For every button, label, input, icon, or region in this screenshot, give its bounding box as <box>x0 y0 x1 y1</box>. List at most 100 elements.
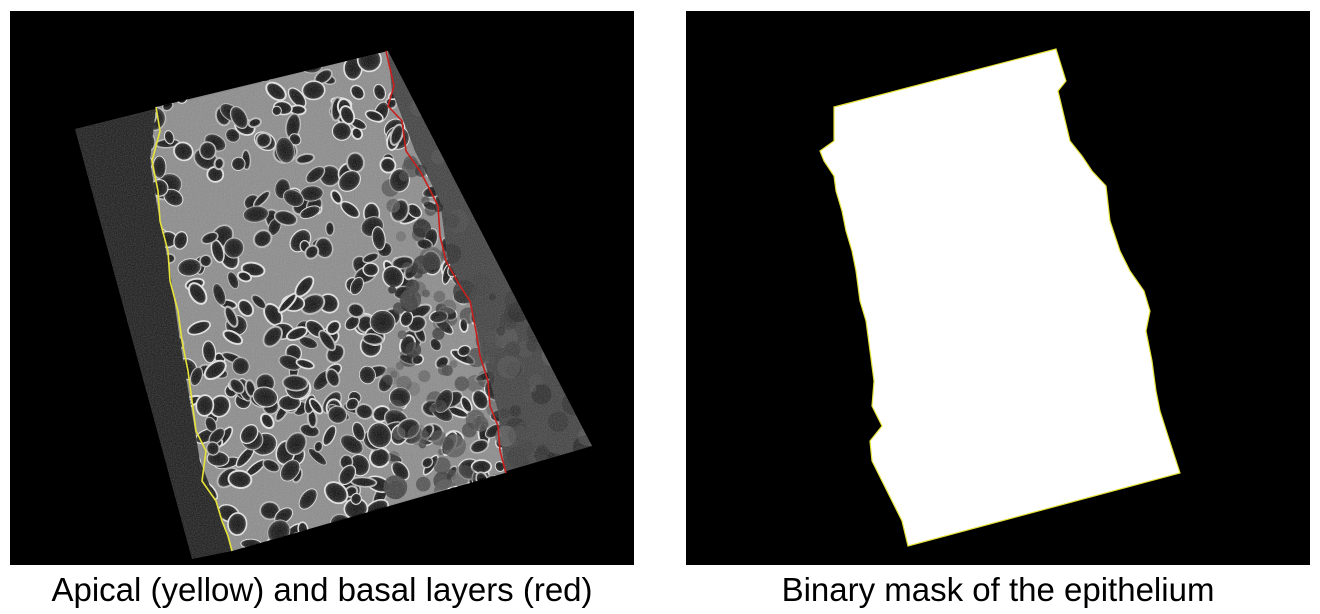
stroma-spot <box>435 80 457 103</box>
stroma-spot <box>512 471 519 478</box>
cell <box>435 543 448 551</box>
stroma-spot <box>461 180 471 190</box>
stroma-spot <box>559 258 572 271</box>
cell <box>493 142 505 155</box>
cell <box>501 146 505 163</box>
cell <box>484 119 505 132</box>
stroma-spot <box>526 229 548 251</box>
stroma-spot <box>467 188 479 200</box>
cell <box>490 499 505 519</box>
cell <box>491 51 505 68</box>
cell <box>494 540 505 551</box>
cell <box>481 117 505 140</box>
cell <box>427 514 439 525</box>
cell <box>481 187 501 206</box>
stroma-spot <box>504 240 524 261</box>
stroma-spot <box>588 452 592 470</box>
stroma-spot <box>547 123 555 131</box>
stroma-spot <box>473 171 485 183</box>
stroma-spot <box>535 205 556 226</box>
stroma-spot <box>513 78 537 102</box>
stroma-spot <box>495 219 516 240</box>
stroma-spot <box>586 190 592 205</box>
cell <box>150 504 160 529</box>
stroma-spot <box>567 311 577 322</box>
basal-layer-line <box>385 50 507 474</box>
cell <box>492 541 505 551</box>
cell <box>354 529 368 543</box>
stroma-spot <box>543 59 561 77</box>
cell <box>398 539 426 551</box>
cell <box>150 465 161 477</box>
stroma-spot <box>442 51 459 64</box>
stroma-spot <box>593 388 606 401</box>
cell <box>150 454 157 476</box>
stroma-spot <box>501 229 525 253</box>
stroma-spot <box>552 51 576 72</box>
cell <box>482 65 505 84</box>
cell <box>486 496 505 519</box>
stroma-spot <box>560 113 578 131</box>
cell <box>221 58 244 76</box>
cell <box>471 129 491 152</box>
stroma-spot <box>467 181 490 204</box>
cell <box>488 526 505 551</box>
cell <box>466 159 484 183</box>
cell <box>437 498 455 516</box>
cell <box>388 533 410 547</box>
stroma-spot <box>460 53 481 74</box>
cell <box>463 110 481 127</box>
cell <box>188 52 208 71</box>
stroma-spot <box>575 335 592 357</box>
stroma-spot <box>555 195 575 215</box>
cell <box>171 64 185 84</box>
stroma-spot <box>482 163 490 171</box>
stroma-spot <box>563 267 573 277</box>
cell <box>150 59 157 84</box>
cell <box>150 508 170 530</box>
cell <box>325 539 343 551</box>
stroma-spot <box>533 78 558 102</box>
cell <box>494 93 505 110</box>
stroma-spot <box>573 386 592 407</box>
stroma-spot <box>510 251 531 273</box>
stroma-spot <box>575 88 586 99</box>
stroma-spot <box>560 299 574 314</box>
stroma-spot <box>499 142 523 165</box>
stroma-spot <box>433 110 449 126</box>
cell <box>165 66 179 83</box>
cell <box>504 51 505 71</box>
stroma-spot <box>548 54 562 67</box>
stroma-spot <box>501 140 519 158</box>
cell <box>477 117 491 137</box>
stroma-spot <box>477 142 486 152</box>
cell <box>150 453 153 474</box>
cell <box>511 62 526 78</box>
stroma-spot <box>546 457 561 472</box>
binary-mask-panel <box>686 11 1310 565</box>
cell <box>152 52 168 66</box>
stroma-spot <box>526 264 541 280</box>
stroma-spot <box>589 436 592 451</box>
stroma-spot <box>442 84 461 103</box>
tissue-region <box>75 51 606 559</box>
cell <box>304 544 325 551</box>
cell <box>434 51 451 70</box>
stroma-spot <box>492 179 508 196</box>
stroma-spot <box>564 71 587 93</box>
stroma-spot <box>523 299 538 315</box>
cell <box>150 523 151 535</box>
stroma-spot <box>498 249 506 257</box>
cell <box>135 539 147 550</box>
cell <box>176 59 200 76</box>
stroma-spot <box>589 97 592 116</box>
stroma-spot <box>553 196 561 204</box>
cell <box>483 51 497 60</box>
stroma-spot <box>570 385 586 401</box>
stroma-spot <box>545 203 560 218</box>
stroma-spot <box>499 175 522 198</box>
right-panel-caption: Binary mask of the epithelium <box>781 571 1215 608</box>
stroma-spot <box>509 482 522 496</box>
cell <box>473 526 485 547</box>
cell <box>458 51 478 62</box>
